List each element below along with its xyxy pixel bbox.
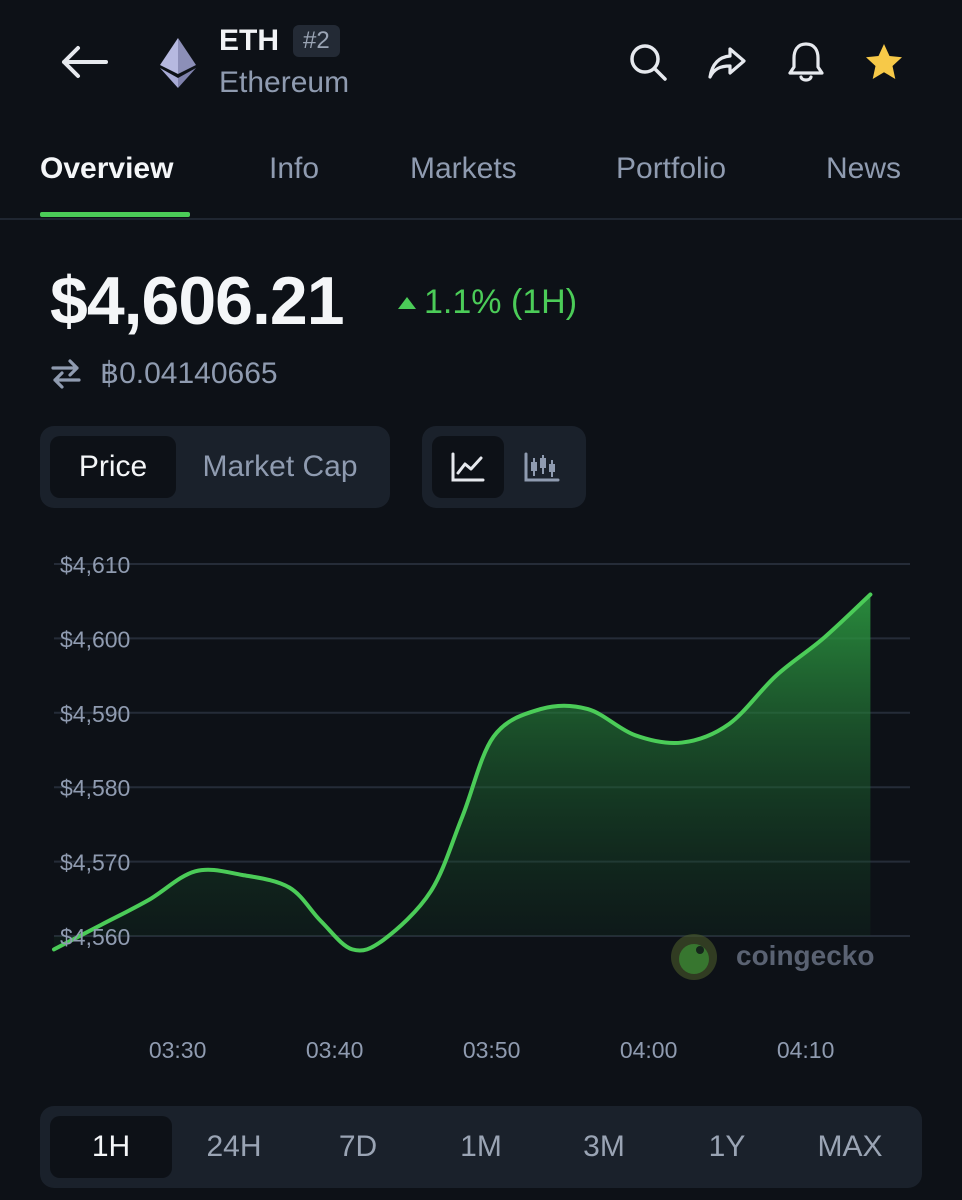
x-axis-tick-label: 03:40: [306, 1037, 364, 1063]
range-1h[interactable]: 1H: [50, 1116, 172, 1178]
current-price: $4,606.21: [50, 263, 345, 339]
price-change: 1.1% (1H): [398, 283, 577, 322]
y-axis-tick-label: $4,580: [60, 775, 130, 801]
btc-price-row: ฿0.04140665: [50, 356, 278, 391]
coingecko-watermark: coingecko: [671, 934, 874, 980]
x-axis-tick-label: 04:10: [777, 1037, 835, 1063]
y-axis-tick-label: $4,590: [60, 701, 130, 727]
back-button[interactable]: [56, 38, 112, 86]
ethereum-logo-icon: [160, 38, 196, 88]
range-24h[interactable]: 24H: [206, 1130, 262, 1163]
arrow-left-icon: [62, 46, 108, 78]
btc-price: ฿0.04140665: [100, 357, 278, 390]
star-icon: [866, 44, 902, 79]
price-change-value: 1.1% (1H): [424, 283, 578, 321]
tab-news[interactable]: News: [826, 152, 902, 185]
candlestick-chart-button[interactable]: [506, 436, 578, 498]
x-axis-tick-label: 03:30: [149, 1037, 207, 1063]
share-button[interactable]: [705, 40, 749, 84]
time-range-selector: 1H 24H 7D 1M 3M 1Y MAX: [40, 1106, 922, 1188]
candlestick-chart-icon: [524, 452, 560, 482]
metric-toggle: Price Market Cap: [40, 426, 390, 508]
chart-price-line: [52, 592, 873, 953]
price-toggle[interactable]: Price: [50, 436, 176, 498]
range-1y[interactable]: 1Y: [708, 1130, 746, 1163]
market-cap-toggle[interactable]: Market Cap: [202, 450, 358, 483]
line-chart-icon: [451, 452, 485, 482]
range-7d[interactable]: 7D: [338, 1130, 378, 1163]
watermark-text: coingecko: [736, 940, 874, 971]
x-axis-tick-label: 04:00: [620, 1037, 678, 1063]
tab-bar: Overview Info Markets Portfolio News: [0, 130, 962, 220]
search-button[interactable]: [626, 40, 670, 84]
swap-icon: [51, 358, 81, 389]
y-axis-tick-label: $4,570: [60, 850, 130, 876]
rank-badge: #2: [293, 25, 340, 57]
y-axis-tick-label: $4,610: [60, 552, 130, 578]
price-chart[interactable]: coingecko $4,610 $4,600 $4,590 $4,580 $4,570…: [0, 540, 962, 1080]
range-3m[interactable]: 3M: [583, 1130, 625, 1163]
tab-info[interactable]: Info: [269, 152, 320, 185]
line-chart-button[interactable]: [432, 436, 504, 498]
range-max[interactable]: MAX: [817, 1130, 883, 1163]
range-1m[interactable]: 1M: [460, 1130, 502, 1163]
x-axis-tick-label: 03:50: [463, 1037, 521, 1063]
chart-type-toggle: [422, 426, 586, 508]
favorite-button[interactable]: [862, 40, 906, 84]
header: ETH #2 Ethereum: [0, 0, 962, 130]
alert-button[interactable]: [784, 40, 828, 84]
coin-name: Ethereum: [219, 66, 350, 99]
chart-area-fill: [54, 594, 871, 951]
active-tab-indicator: [40, 212, 190, 217]
y-axis-tick-label: $4,600: [60, 626, 130, 652]
tab-markets[interactable]: Markets: [410, 152, 517, 185]
share-icon: [708, 47, 746, 79]
coin-ticker: ETH: [219, 24, 279, 57]
tab-portfolio[interactable]: Portfolio: [616, 152, 727, 185]
search-icon: [630, 44, 667, 81]
triangle-up-icon: [398, 296, 416, 309]
bell-icon: [788, 42, 824, 82]
y-axis-tick-label: $4,560: [60, 924, 130, 950]
tab-overview[interactable]: Overview: [40, 152, 174, 185]
